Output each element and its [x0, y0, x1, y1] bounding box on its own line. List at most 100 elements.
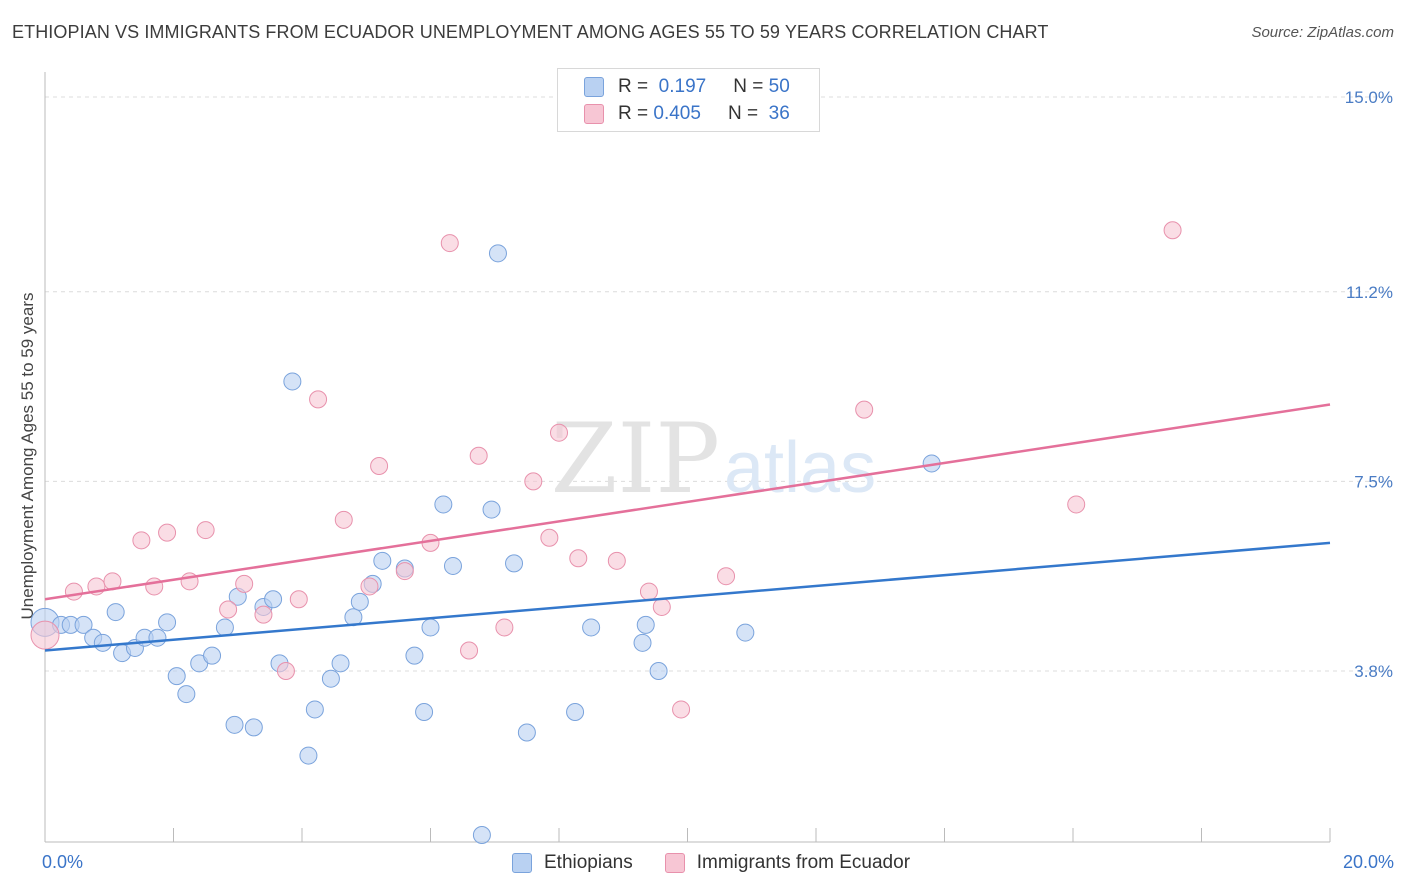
ethiopian-point [225, 715, 244, 734]
ecuador-point [1163, 221, 1182, 240]
y-tick-label: 15.0% [1345, 88, 1393, 107]
ecuador-point [30, 620, 60, 650]
ethiopian-point [264, 590, 283, 609]
series-legend: Ethiopians Immigrants from Ecuador [512, 852, 942, 874]
ecuador-point [607, 551, 626, 570]
trend-lines [44, 403, 1331, 652]
legend-n-label: N = [733, 76, 764, 97]
ecuador-point [334, 510, 353, 529]
ethiopian-point [158, 613, 177, 632]
y-tick-label: 3.8% [1354, 662, 1393, 681]
ethiopian-point [517, 723, 536, 742]
ecuador-point [289, 590, 308, 609]
ethiopian-point [415, 703, 434, 721]
legend-item-ethiopians[interactable]: Ethiopians [512, 852, 633, 874]
y-tick-labels: 3.8% 7.5% 11.2% 15.0% [1345, 88, 1393, 681]
legend-r-label: R = [618, 103, 649, 124]
legend-r-value: 0.197 [658, 76, 707, 97]
ecuador-trend-line [44, 403, 1331, 601]
legend-swatch-pink [664, 853, 685, 873]
legend-item-label: Immigrants from Ecuador [696, 852, 911, 873]
ecuador-point [524, 472, 543, 491]
svg-text:atlas: atlas [724, 428, 876, 508]
watermark: ZIP atlas [551, 403, 876, 515]
ecuador-point [370, 457, 389, 475]
ethiopian-point [203, 646, 222, 665]
ethiopian-point [106, 603, 125, 622]
ecuador-point [469, 446, 488, 465]
ecuador-point [132, 531, 151, 550]
ethiopian-point [244, 718, 263, 737]
ethiopian-point [472, 826, 491, 844]
ethiopian-point [482, 500, 501, 519]
chart-title: ETHIOPIAN VS IMMIGRANTS FROM ECUADOR UNE… [12, 22, 1049, 42]
ethiopian-point [305, 700, 324, 719]
ecuador-point [64, 582, 83, 601]
ecuador-point [219, 600, 238, 619]
ecuador-point [672, 700, 691, 719]
ecuador-point [235, 574, 254, 593]
ethiopian-point [434, 495, 453, 514]
ethiopian-point [736, 623, 755, 642]
ecuador-point [855, 400, 874, 419]
ethiopian-point [636, 615, 655, 634]
y-tick-label: 11.2% [1346, 283, 1393, 302]
ethiopian-point [148, 628, 167, 647]
x-tick-label-max: 20.0% [1342, 852, 1394, 872]
ethiopian-point [331, 654, 350, 673]
legend-row-ethiopians: R = 0.197 N = 50 [584, 75, 790, 99]
ecuador-point [395, 562, 414, 581]
ethiopian-point [566, 703, 585, 721]
legend-r-value: 0.405 [653, 103, 701, 124]
ethiopian-point [350, 592, 369, 611]
ethiopian-point [74, 615, 93, 634]
ecuador-point [1067, 495, 1086, 514]
ethiopian-point [582, 618, 601, 637]
legend-swatch-blue [584, 77, 604, 97]
ethiopian-point [633, 633, 652, 652]
ecuador-point [360, 577, 379, 596]
ecuador-point [495, 618, 514, 637]
ecuador-point [550, 423, 568, 442]
data-points [30, 221, 1182, 844]
ecuador-point [639, 582, 658, 601]
legend-swatch-pink [584, 104, 604, 124]
ethiopian-point [488, 244, 507, 263]
ecuador-point [158, 523, 177, 542]
legend-row-ecuador: R = 0.405 N = 36 [584, 102, 790, 126]
ecuador-point [309, 390, 328, 409]
ecuador-point [540, 528, 559, 547]
ethiopian-point [167, 667, 186, 686]
ethiopian-point [215, 618, 234, 637]
source-label: Source: ZipAtlas.com [1251, 24, 1394, 41]
grid-lines [45, 96, 1392, 672]
ecuador-point [276, 662, 295, 680]
legend-n-label: N = [727, 103, 759, 124]
ethiopian-point [505, 554, 524, 573]
ethiopian-point [649, 662, 668, 680]
legend-item-ecuador[interactable]: Immigrants from Ecuador [664, 852, 911, 874]
ethiopian-point [405, 646, 424, 665]
ethiopian-point [93, 633, 112, 652]
correlation-legend: R = 0.197 N = 50 R = 0.405 N = 36 [557, 68, 820, 132]
ecuador-point [440, 234, 459, 253]
ethiopian-point [373, 551, 392, 570]
x-tick-label-min: 0.0% [42, 852, 84, 872]
ecuador-point [254, 605, 273, 624]
ethiopian-point [177, 685, 196, 704]
legend-r-label: R = [618, 76, 649, 97]
legend-n-value: 50 [768, 76, 790, 97]
ecuador-point [460, 641, 479, 660]
ethiopian-point [421, 618, 440, 637]
ecuador-point [196, 521, 215, 540]
ethiopian-point [321, 669, 340, 688]
ecuador-point [569, 549, 588, 568]
ethiopian-point [443, 556, 462, 575]
ethiopian-trend-line [44, 541, 1331, 652]
ecuador-point [652, 597, 671, 616]
legend-n-value: 36 [768, 103, 790, 124]
legend-item-label: Ethiopians [544, 852, 633, 873]
axes [44, 72, 1331, 843]
svg-text:ZIP: ZIP [551, 403, 720, 515]
